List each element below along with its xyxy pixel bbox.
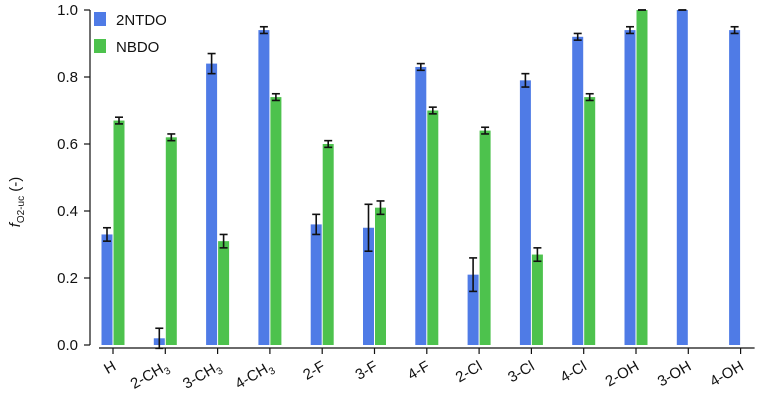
error-bar (573, 32, 582, 41)
error-bar (416, 62, 425, 72)
y-tick-label: 0.4 (57, 203, 78, 220)
x-tick-label: 3-CH3 (180, 358, 226, 396)
bar-2ntdo (519, 80, 531, 345)
x-tick-label: 2-Cl (453, 358, 485, 386)
x-tick-label: 2-OH (602, 358, 642, 391)
error-bar (730, 25, 739, 35)
error-bar (376, 200, 385, 216)
bar-2ntdo (206, 63, 218, 345)
error-bar (469, 257, 478, 293)
error-bar (155, 327, 164, 350)
x-tick-label: 3-OH (655, 358, 695, 391)
x-tick-label: 4-CH3 (232, 358, 278, 396)
error-bar (271, 92, 280, 102)
y-tick-label: 0.8 (57, 69, 78, 86)
y-axis-label-unit: (-) (7, 177, 24, 196)
error-bar (428, 106, 437, 115)
bar-2ntdo (363, 227, 374, 345)
bar-2ntdo (310, 224, 322, 345)
y-tick-label: 1.0 (57, 2, 78, 19)
legend-swatch (94, 39, 106, 53)
bar-nbdo (531, 254, 543, 345)
error-bar (364, 203, 373, 252)
bar-nbdo (322, 144, 334, 345)
bar-2ntdo (467, 274, 479, 345)
error-bar (626, 25, 634, 35)
error-bar (219, 233, 228, 249)
error-bar (521, 72, 530, 88)
bars (101, 10, 741, 346)
y-axis-label: fO2-uc (-) (7, 177, 27, 228)
bar-nbdo (427, 110, 439, 345)
x-axis: H 2-CH3 3-CH3 4-CH3 2-F 3-F 4-F 2-Cl 3-Cl 4-Cl 2-O… (99, 347, 755, 396)
x-tick-label: 3-F (353, 358, 381, 384)
x-tick-label: H (101, 358, 119, 378)
error-bar (115, 116, 123, 125)
legend-swatch (94, 12, 106, 26)
y-axis: 0.0 0.2 0.4 0.6 0.8 1.0 (57, 2, 91, 354)
y-tick-label: 0.2 (57, 270, 78, 287)
bar-2ntdo (624, 30, 636, 345)
x-tick-label: 3-Cl (505, 358, 537, 386)
bar-nbdo (584, 97, 596, 345)
x-tick-label: 4-Cl (557, 358, 589, 386)
error-bar (585, 92, 594, 102)
bar-2ntdo (415, 66, 427, 345)
error-bar (324, 139, 333, 149)
legend: 2NTDO NBDO (94, 12, 167, 56)
bar-nbdo (636, 10, 648, 345)
y-tick-label: 0.0 (57, 337, 78, 354)
error-bar (259, 25, 268, 35)
x-tick-label: 4-OH (707, 358, 747, 391)
bar-2ntdo (729, 30, 741, 345)
bar-2ntdo (572, 36, 584, 346)
x-tick-label: 2-CH3 (128, 358, 174, 396)
error-bar (533, 247, 542, 263)
error-bar (481, 126, 490, 135)
bar-nbdo (218, 241, 230, 345)
y-axis-label-subscript: O2-uc (16, 196, 27, 223)
bar-2ntdo (676, 10, 688, 345)
error-bar (207, 52, 216, 75)
error-bar (103, 226, 111, 242)
bar-nbdo (165, 137, 177, 345)
x-tick-label: 4-F (405, 358, 433, 384)
bar-nbdo (479, 130, 491, 345)
bar-nbdo (113, 120, 125, 345)
error-bar (167, 133, 176, 142)
error-bars (103, 9, 739, 350)
bar-2ntdo (101, 234, 113, 345)
bar-2ntdo (258, 30, 270, 345)
y-tick-label: 0.6 (57, 136, 78, 153)
bar-nbdo (375, 207, 386, 345)
y-axis-label-main: f (7, 221, 24, 227)
legend-label: 2NTDO (116, 12, 167, 29)
x-tick-label: 2-F (300, 358, 328, 384)
error-bar (312, 213, 321, 236)
legend-label: NBDO (116, 39, 159, 56)
bar-nbdo (270, 97, 282, 345)
